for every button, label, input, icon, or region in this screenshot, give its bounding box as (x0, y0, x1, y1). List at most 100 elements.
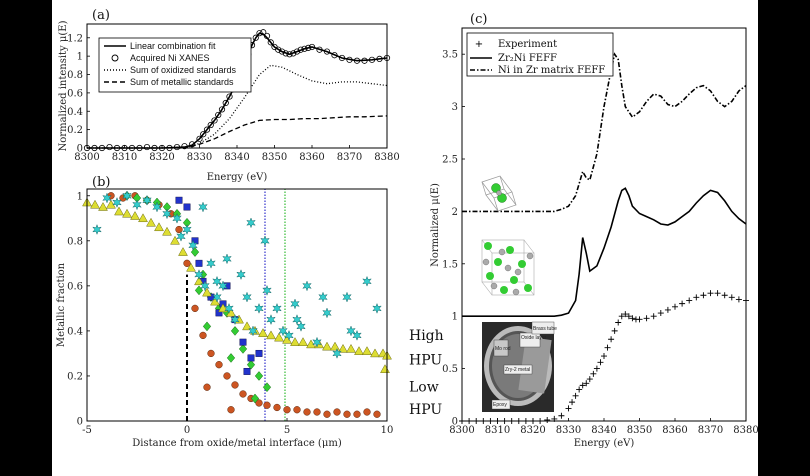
metallic-fraction-diamond (254, 371, 264, 381)
panel-a-ytick-label: 0.6 (67, 88, 83, 99)
metallic-fraction-star (162, 208, 172, 220)
metallic-fraction-star (212, 275, 222, 287)
metallic-fraction-square (195, 259, 203, 267)
metallic-fraction-triangle (298, 337, 308, 346)
metallic-fraction-star (182, 223, 192, 236)
panel-b-label: (b) (92, 175, 110, 190)
xanes-point (293, 48, 301, 55)
metallic-fraction-circle (199, 331, 207, 340)
panel-a-label: (a) (92, 8, 110, 23)
metallic-fraction-star (176, 230, 186, 242)
panel-a-ytick-label: 0.4 (67, 107, 83, 118)
metallic-fraction-circle (175, 225, 183, 234)
xanes-point (215, 111, 222, 119)
metallic-fraction-star (248, 325, 258, 337)
metallic-fraction-circle (293, 406, 301, 414)
metallic-fraction-triangle (242, 321, 252, 331)
metallic-fraction-star (102, 192, 112, 204)
panel-a-ylabel: Normalized intensity μ(E) (58, 20, 69, 151)
metallic-fraction-diamond (250, 393, 260, 404)
metallic-fraction-circle (215, 361, 223, 369)
panel-c-ytick-label: 3.5 (442, 50, 458, 61)
figure-canvas: (a) 8300 8310 8320 8330 8340 8350 8360 8370 8380… (52, 0, 758, 476)
metallic-fraction-star (132, 199, 142, 211)
legend-fit-label: Linear combination fit (130, 41, 216, 51)
panel-b-xtick-label: 0 (184, 425, 190, 436)
experiment-point (608, 336, 615, 343)
photo-label-oxide: Oxide layer (521, 335, 547, 341)
panel-a-ticks: 8300 8310 8320 8330 8340 8350 8360 8370 8380 0 0.2… (67, 33, 400, 163)
experiment-point (707, 290, 714, 297)
xanes-point (297, 46, 304, 53)
panel-b-xtick-label: -5 (82, 425, 92, 436)
xanes-point (263, 32, 271, 40)
metallic-fraction-star (212, 291, 222, 303)
xanes-point (211, 117, 218, 124)
experiment-point (728, 294, 735, 301)
xanes-point (316, 46, 323, 53)
panel-c-xtick-label: 8300 (449, 425, 474, 436)
panel-b-ytick-label: 1 (77, 191, 83, 202)
metallic-fraction-star (206, 257, 216, 269)
experiment-point (636, 316, 643, 323)
metallic-fraction-star (262, 284, 272, 296)
panel-c-ytick-label: 2.5 (442, 155, 458, 166)
metallic-fraction-triangle (330, 341, 340, 351)
experiment-point (686, 297, 693, 304)
legend-xanes-marker (111, 54, 119, 62)
panel-b-annotations: High HPU Low HPU (409, 328, 444, 418)
metallic-fraction-star (318, 291, 328, 303)
panel-c-ytick-label: 3 (452, 102, 458, 113)
experiment-point (735, 296, 742, 303)
panel-c-ylabel: Normalized μ(E) (430, 183, 441, 267)
panel-a-xtick-label: 8310 (112, 152, 137, 163)
cross-section-photo-inset: Mo rod Oxide layer Brass tube Zry-2 meta… (482, 321, 557, 412)
hpu-annotation: HPU (409, 402, 442, 418)
experiment-point (583, 380, 590, 387)
metallic-fraction-diamond (246, 359, 256, 370)
metallic-fraction-square (247, 354, 255, 362)
metallic-fraction-triangle (178, 247, 188, 256)
panel-a-xtick-label: 8370 (337, 152, 362, 163)
metallic-fraction-circle (239, 390, 247, 398)
xanes-point (282, 50, 289, 57)
metallic-fraction-star (172, 212, 182, 224)
experiment-point (700, 292, 707, 299)
metallic-fraction-star (260, 235, 270, 247)
metallic-fraction-star (194, 269, 204, 281)
xanes-point (181, 143, 188, 150)
panel-a-xtick-label: 8300 (74, 152, 99, 163)
metallic-fraction-star (242, 291, 252, 303)
xanes-point (286, 51, 293, 58)
legend-nizr-label: Ni in Zr matrix FEFF (498, 65, 605, 76)
xanes-point (353, 57, 361, 64)
experiment-point (601, 353, 607, 360)
xanes-point (361, 57, 368, 64)
experiment-point (576, 386, 583, 393)
panel-a: (a) 8300 8310 8320 8330 8340 8350 8360 8370 8380… (58, 8, 400, 183)
xanes-point (173, 143, 181, 151)
experiment-point (544, 416, 551, 423)
metallic-fraction-square (183, 203, 191, 211)
series-ni-in-zr-line (462, 52, 747, 213)
xanes-point (106, 143, 113, 151)
panel-a-xtick-label: 8320 (149, 152, 174, 163)
crystal-inset-zr2ni (481, 239, 535, 296)
panel-b-ylabel: Metallic fraction (56, 262, 67, 347)
experiment-point (622, 311, 629, 318)
experiment-point (579, 382, 586, 389)
metallic-fraction-triangle (162, 226, 172, 236)
panel-a-legend: Linear combination fit Acquired Ni XANES… (98, 37, 252, 93)
xanes-point (323, 48, 331, 55)
metallic-fraction-circle (227, 406, 235, 414)
metallic-fraction-circle (353, 410, 361, 418)
xanes-point (226, 93, 233, 100)
experiment-point (650, 313, 657, 320)
metallic-fraction-circle (343, 410, 351, 418)
legend-experiment-label: Experiment (498, 39, 557, 50)
panel-c-xtick-label: 8330 (556, 425, 581, 436)
metallic-fraction-star (278, 325, 288, 337)
legend-zr2ni-label: Zr₂Ni FEFF (498, 53, 557, 64)
panel-c-xlabel: Energy (eV) (574, 438, 635, 449)
